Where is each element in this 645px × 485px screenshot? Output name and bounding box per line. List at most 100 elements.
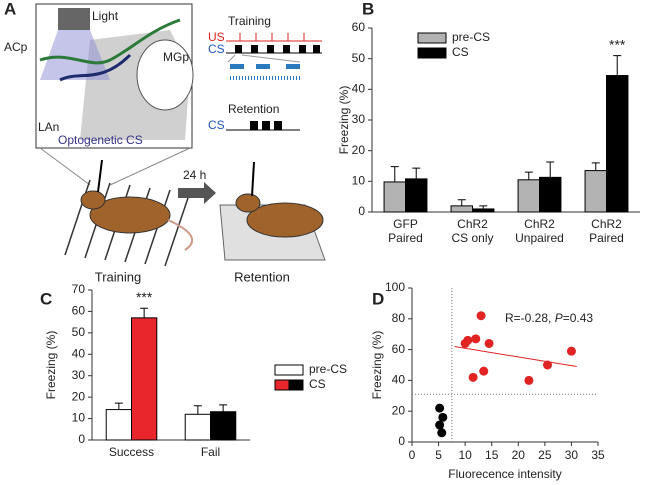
label: ACp (4, 40, 28, 54)
point (463, 335, 473, 345)
y-tick-label: 100 (385, 280, 405, 294)
bar (450, 205, 473, 213)
y-tick-label: 60 (72, 304, 86, 318)
y-tick-label: 40 (352, 82, 366, 96)
error-bar (613, 55, 622, 76)
x-tick-label: Success (109, 445, 154, 459)
caption: Optogenetic CS (58, 133, 143, 147)
annotation: R=-0.28, P=0.43 (505, 311, 593, 325)
significance: *** (609, 36, 626, 52)
point (435, 403, 445, 413)
annotation-part: =0.43 (563, 311, 594, 325)
panel-a: A Light ACp MGp LAn Optogenetic CS Train… (4, 0, 326, 284)
cs-blocks (235, 45, 320, 53)
label: Training (228, 14, 271, 28)
error-bar (140, 307, 149, 318)
label: US (208, 30, 225, 44)
x-tick-label: ChR2 (591, 217, 622, 231)
x-tick-label: Fail (201, 445, 220, 459)
error-bar (524, 171, 533, 180)
legend-swatch (274, 364, 304, 376)
significance: *** (136, 289, 153, 305)
bar (472, 208, 495, 213)
bar (584, 170, 607, 213)
arrow (178, 182, 216, 204)
label: Retention (228, 102, 279, 116)
tail (167, 219, 194, 251)
inset-line (39, 147, 91, 186)
bar (606, 75, 629, 213)
annotation-part: R=-0.28, (505, 311, 555, 325)
neuron (59, 53, 132, 82)
x-tick-label: Paired (388, 231, 423, 245)
error-bar (479, 205, 488, 209)
point (476, 311, 486, 321)
bar (105, 409, 133, 441)
y-tick-label: 30 (72, 368, 86, 382)
label: CS (208, 42, 225, 56)
y-tick-label: 30 (352, 112, 366, 126)
label: Retention (234, 269, 290, 284)
label: CS (208, 118, 225, 132)
y-tick-label: 0 (398, 434, 405, 448)
point (543, 360, 553, 370)
x-tick-label: ChR2 (524, 217, 555, 231)
point (471, 334, 481, 344)
bar (184, 413, 212, 441)
panel-label: D (372, 289, 384, 308)
light-cone (40, 30, 110, 80)
label: Light (92, 9, 119, 23)
y-tick-label: 20 (352, 143, 366, 157)
rat-head (235, 193, 261, 213)
x-tick-label: ChR2 (457, 217, 488, 231)
error-bar (390, 166, 399, 182)
x-tick-label: 0 (409, 448, 416, 462)
point (438, 412, 448, 422)
us-ticks (239, 33, 305, 41)
fiber (97, 159, 103, 193)
point (484, 338, 494, 348)
mgp-shape (136, 39, 194, 111)
y-tick-label: 20 (72, 389, 86, 403)
annotation-part: P (555, 311, 563, 325)
point (524, 375, 534, 385)
point (437, 428, 447, 438)
y-tick-label: 50 (352, 51, 366, 65)
y-tick-label: 40 (392, 373, 406, 387)
point (468, 372, 478, 382)
rat (246, 202, 324, 238)
light-source (58, 8, 90, 30)
y-tick-label: 60 (392, 342, 406, 356)
x-axis-label: Fluorecence intensity (448, 467, 561, 481)
x-tick-label: 10 (458, 448, 472, 462)
error-bar (457, 199, 466, 206)
bar (539, 176, 562, 213)
y-tick-label: 20 (392, 403, 406, 417)
legend-label: CS (452, 45, 469, 59)
rat (89, 196, 171, 234)
y-axis-label: Freezing (%) (44, 331, 58, 400)
error-bar (219, 404, 228, 412)
error-bar (546, 161, 555, 178)
x-tick-label: 30 (565, 448, 579, 462)
y-tick-label: 80 (392, 311, 406, 325)
label: 24 h (183, 168, 206, 182)
y-tick-label: 0 (78, 432, 85, 446)
label: LAn (38, 120, 59, 134)
x-tick-label: 25 (538, 448, 552, 462)
x-tick-label: Unpaired (515, 231, 564, 245)
cs-blocks (250, 121, 282, 130)
y-tick-label: 0 (358, 204, 365, 218)
legend-swatch (274, 379, 290, 391)
bar (131, 317, 158, 441)
error-bar (412, 167, 421, 179)
label: MGp (163, 50, 189, 64)
legend-label: pre-CS (309, 362, 347, 376)
y-tick-label: 60 (352, 20, 366, 34)
error-bar (193, 405, 202, 415)
fiber (251, 161, 255, 197)
x-tick-label: Paired (589, 231, 624, 245)
y-tick-label: 10 (352, 174, 366, 188)
label: Training (95, 269, 141, 284)
point (435, 420, 445, 430)
